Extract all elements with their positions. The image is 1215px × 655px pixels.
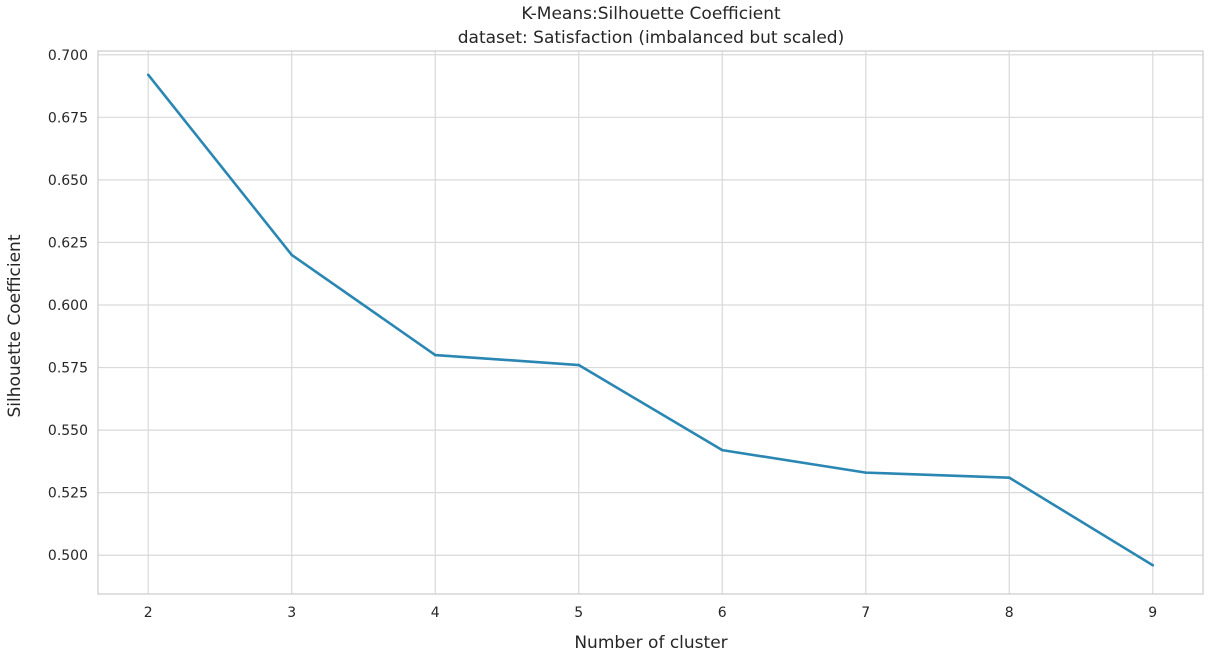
series-line bbox=[147, 73, 1154, 567]
y-tick-label: 0.500 bbox=[48, 548, 88, 564]
x-tick-label: 7 bbox=[861, 605, 870, 621]
x-tick-label: 3 bbox=[287, 605, 296, 621]
data-point bbox=[433, 353, 437, 357]
plot-border bbox=[97, 50, 1204, 595]
data-point bbox=[1007, 476, 1011, 479]
y-tick-label: 0.575 bbox=[48, 361, 88, 377]
data-point bbox=[146, 73, 150, 77]
y-tick-label: 0.550 bbox=[48, 423, 88, 439]
y-tick-label: 0.600 bbox=[48, 298, 88, 314]
y-tick-label: 0.700 bbox=[48, 48, 88, 64]
x-tick-label: 6 bbox=[718, 605, 727, 621]
y-tick-label: 0.650 bbox=[48, 173, 88, 189]
series-layer bbox=[146, 73, 1155, 567]
plot-frame bbox=[97, 50, 1204, 595]
y-axis-label: Silhouette Coefficient bbox=[5, 234, 25, 417]
x-tick-label: 4 bbox=[431, 605, 440, 621]
y-tick-label: 0.525 bbox=[48, 486, 88, 502]
x-tick-label: 9 bbox=[1148, 605, 1157, 621]
x-axis-label: Number of cluster bbox=[574, 633, 727, 653]
chart-title: K-Means:Silhouette Coefficient bbox=[521, 4, 781, 24]
data-point bbox=[290, 253, 294, 257]
data-point bbox=[720, 448, 724, 452]
chart-subtitle: dataset: Satisfaction (imbalanced but sc… bbox=[458, 28, 844, 48]
data-point bbox=[1151, 563, 1155, 567]
grid bbox=[98, 51, 1203, 594]
y-tick-label: 0.675 bbox=[48, 110, 88, 126]
x-tick-label: 2 bbox=[144, 605, 153, 621]
x-tick-label: 8 bbox=[1005, 605, 1014, 621]
x-axis-ticks: 2 3 4 5 6 7 8 9 bbox=[144, 605, 1157, 621]
data-point bbox=[577, 363, 581, 367]
x-tick-label: 5 bbox=[574, 605, 583, 621]
data-point bbox=[864, 471, 868, 474]
y-axis-ticks: 0.500 0.525 0.550 0.575 0.600 0.625 0.650 0.675… bbox=[48, 48, 88, 564]
y-tick-label: 0.625 bbox=[48, 235, 88, 251]
